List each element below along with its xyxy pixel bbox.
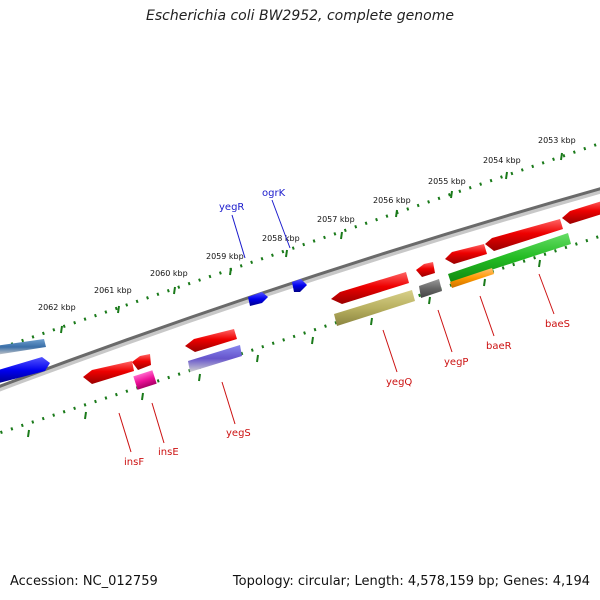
major-tick bbox=[141, 392, 144, 401]
reverse-strand-features bbox=[0, 200, 600, 390]
gene-arrow-baeR-top[interactable] bbox=[445, 244, 487, 264]
major-tick bbox=[173, 286, 176, 295]
gene-label-yegP[interactable]: yegP bbox=[444, 357, 468, 368]
leader-line-baeR bbox=[479, 295, 495, 337]
leader-line-insE bbox=[151, 402, 165, 444]
major-tick bbox=[428, 296, 431, 305]
accession-text: Accession: NC_012759 bbox=[10, 574, 158, 589]
gene-arrow-insF[interactable] bbox=[83, 361, 134, 384]
major-tick bbox=[311, 336, 314, 345]
gene-label-yegR[interactable]: yegR bbox=[219, 202, 244, 213]
gene-label-yegQ[interactable]: yegQ bbox=[386, 377, 412, 388]
gene-arrow-ogrK[interactable] bbox=[292, 279, 307, 292]
gene-label-insF[interactable]: insF bbox=[124, 457, 144, 468]
forward-strand-features bbox=[0, 279, 307, 355]
gene-box-yegS[interactable] bbox=[188, 345, 242, 372]
scale-label: 2057 kbp bbox=[317, 215, 355, 224]
scale-label: 2059 kbp bbox=[206, 252, 244, 261]
gene-arrow-yegS-top[interactable] bbox=[185, 329, 237, 352]
major-tick bbox=[256, 354, 259, 363]
leader-line-ogrK bbox=[271, 199, 291, 249]
major-tick bbox=[560, 152, 563, 161]
gene-label-insE[interactable]: insE bbox=[158, 447, 179, 458]
gene-arrow-yegR[interactable] bbox=[248, 292, 268, 306]
leader-line-yegS bbox=[221, 381, 236, 425]
gene-arrow-right-edge[interactable] bbox=[562, 200, 600, 224]
scale-label: 2058 kbp bbox=[262, 234, 300, 243]
major-tick bbox=[505, 171, 508, 180]
major-tick bbox=[117, 305, 120, 314]
major-tick bbox=[450, 190, 453, 199]
gene-label-baeR[interactable]: baeR bbox=[486, 341, 512, 352]
gene-arrow-insE[interactable] bbox=[132, 354, 151, 370]
major-tick bbox=[483, 278, 486, 287]
scale-label: 2062 kbp bbox=[38, 303, 76, 312]
major-tick bbox=[370, 317, 373, 326]
scale-label: 2056 kbp bbox=[373, 196, 411, 205]
major-tick bbox=[340, 231, 343, 240]
leader-line-yegQ bbox=[382, 329, 398, 373]
topology-text: Topology: circular; Length: 4,578,159 bp… bbox=[232, 574, 590, 589]
gene-label-yegS[interactable]: yegS bbox=[226, 428, 251, 439]
gene-box-baeR[interactable] bbox=[450, 268, 494, 288]
gene-arrow-yegQ-top[interactable] bbox=[331, 272, 409, 304]
leader-line-yegP bbox=[437, 309, 453, 353]
major-tick bbox=[198, 373, 201, 382]
scale-label: 2061 kbp bbox=[94, 286, 132, 295]
gene-box-yegP[interactable] bbox=[419, 279, 442, 298]
gene-label-ogrK[interactable]: ogrK bbox=[262, 188, 286, 199]
gene-box-insE[interactable] bbox=[133, 370, 157, 390]
scale-label: 2054 kbp bbox=[483, 156, 521, 165]
forward-gene-labels: yegR ogrK bbox=[219, 188, 291, 259]
outer-tick-ring bbox=[0, 141, 600, 350]
leader-line-yegR bbox=[231, 214, 246, 259]
map-title: Escherichia coli BW2952, complete genome bbox=[146, 8, 454, 24]
gene-arrow-baeS-top[interactable] bbox=[485, 219, 563, 251]
major-tick bbox=[229, 267, 232, 276]
scale-label: 2060 kbp bbox=[150, 269, 188, 278]
gene-arrow-yegP-top[interactable] bbox=[416, 262, 435, 277]
gene-arrow-left-edge[interactable] bbox=[0, 339, 46, 355]
gene-arrow-left-blue[interactable] bbox=[0, 357, 50, 384]
leader-line-baeS bbox=[538, 273, 555, 315]
gene-box-yegQ[interactable] bbox=[334, 290, 415, 326]
major-ticks bbox=[27, 152, 563, 438]
scale-label: 2053 kbp bbox=[538, 136, 576, 145]
leader-line-insF bbox=[118, 412, 132, 453]
reverse-gene-labels: insF insE yegS yegQ yegP baeR baeS bbox=[118, 273, 570, 468]
major-tick bbox=[538, 259, 541, 268]
scale-label: 2055 kbp bbox=[428, 177, 466, 186]
scale-labels: 2053 kbp 2054 kbp 2055 kbp 2056 kbp 2057… bbox=[38, 136, 576, 312]
major-tick bbox=[395, 209, 398, 218]
major-tick bbox=[60, 325, 63, 334]
gene-box-baeS[interactable] bbox=[448, 233, 571, 283]
major-tick bbox=[27, 429, 30, 438]
major-tick bbox=[285, 249, 288, 258]
major-tick bbox=[84, 411, 87, 420]
gene-label-baeS[interactable]: baeS bbox=[545, 319, 570, 330]
